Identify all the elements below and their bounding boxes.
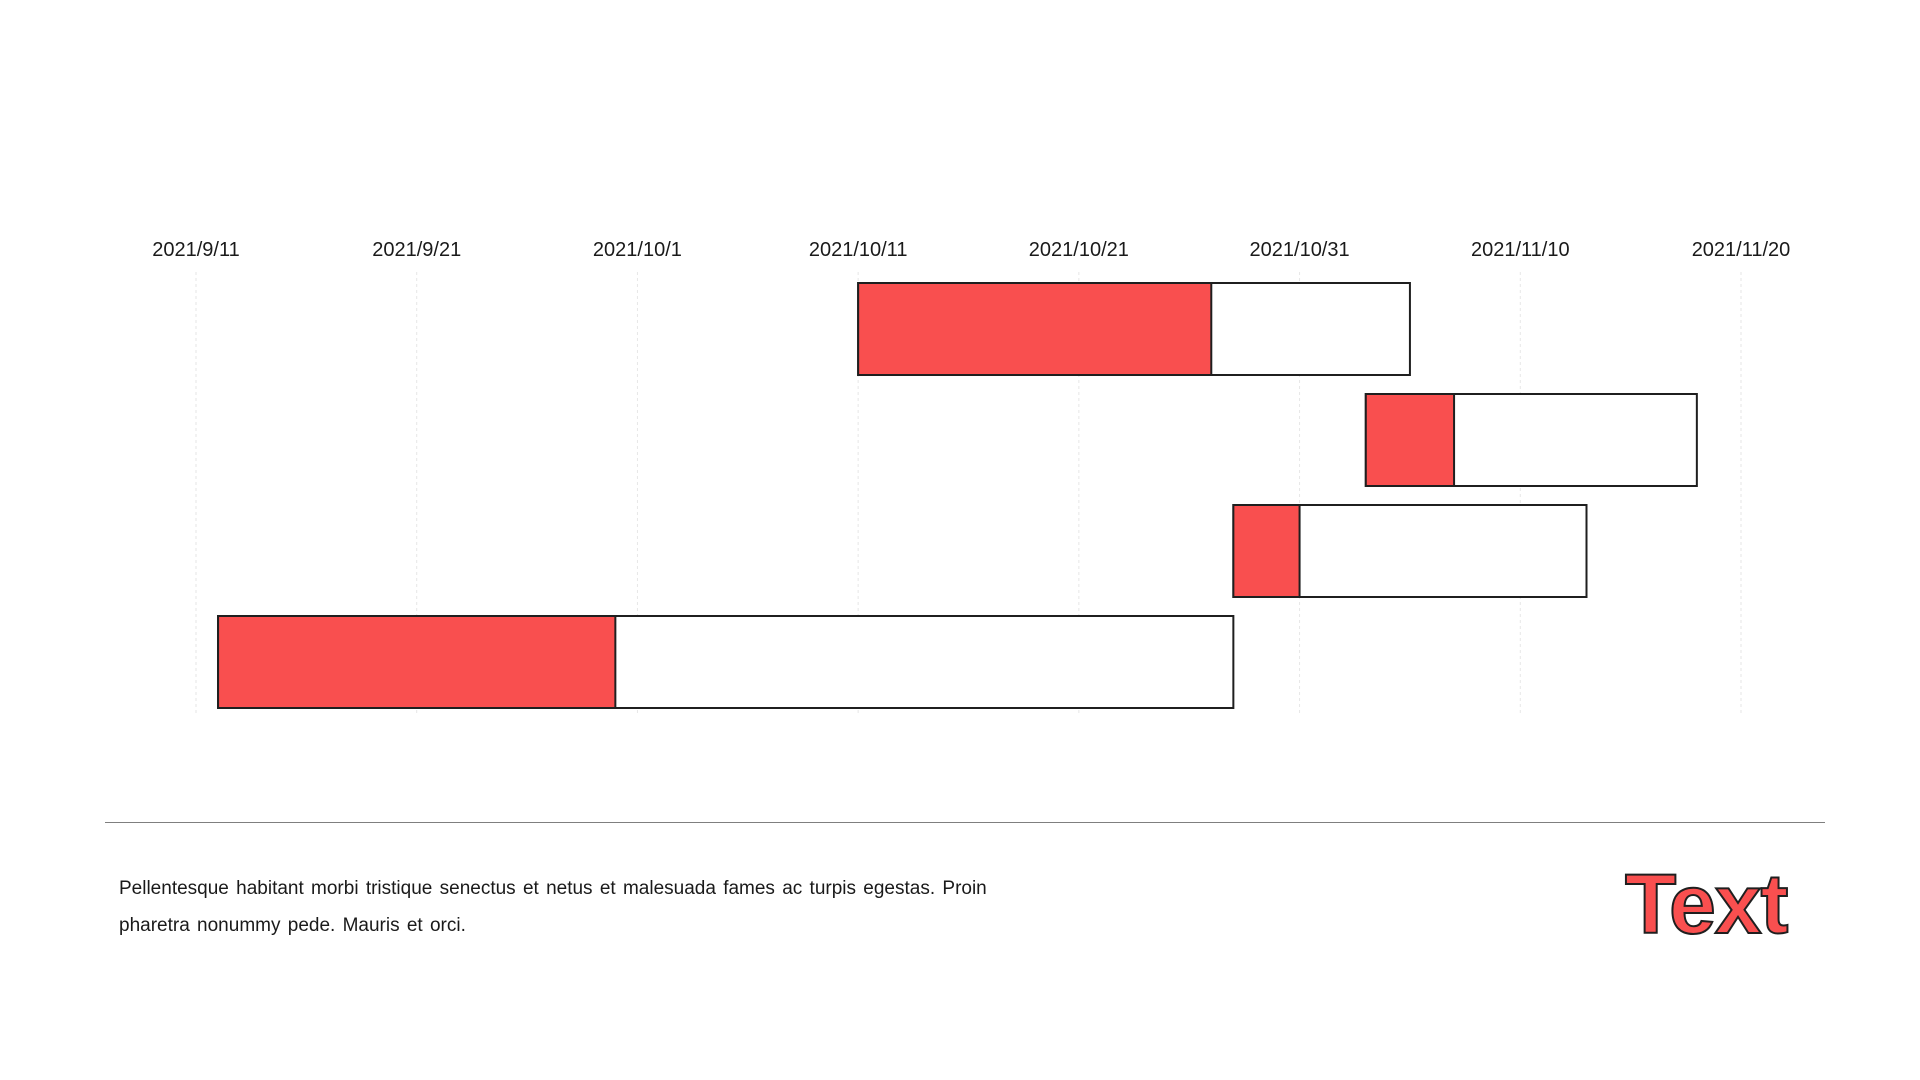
heading-text: Text: [1624, 857, 1789, 951]
divider-line: [105, 822, 1825, 823]
x-tick-label: 2021/10/21: [1029, 239, 1129, 261]
body-text: Pellentesque habitant morbi tristique se…: [119, 878, 987, 936]
task-progress-bar: [857, 282, 1213, 376]
x-tick-label: 2021/11/10: [1471, 239, 1570, 261]
x-tick-label: 2021/9/11: [152, 239, 240, 261]
task-progress-bar: [1364, 393, 1456, 487]
x-tick-label: 2021/11/20: [1692, 239, 1791, 261]
x-tick-label: 2021/10/11: [809, 239, 908, 261]
x-tick-label: 2021/10/1: [593, 239, 682, 261]
gantt-chart: 2021/9/11 2021/9/21 2021/10/1 2021/10/11 202…: [152, 239, 1791, 716]
task-progress-bar: [1232, 504, 1301, 598]
x-tick-label: 2021/9/21: [372, 239, 461, 261]
task-progress-bar: [217, 615, 617, 709]
x-tick-label: 2021/10/31: [1250, 239, 1350, 261]
